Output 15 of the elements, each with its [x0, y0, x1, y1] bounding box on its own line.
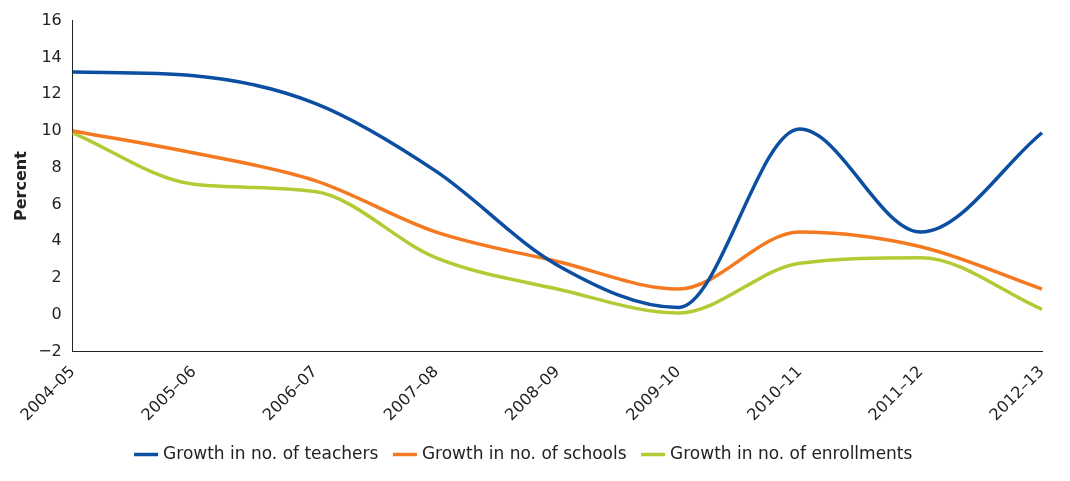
y-tick-label: 16 — [41, 9, 62, 29]
legend-label: Growth in no. of enrollments — [670, 442, 913, 463]
y-tick-label: 8 — [51, 156, 62, 176]
y-tick-label: 12 — [41, 83, 62, 103]
legend-label: Growth in no. of teachers — [163, 442, 379, 463]
legend-label: Growth in no. of schools — [421, 442, 627, 463]
y-tick-label: 6 — [51, 193, 62, 213]
y-tick-label: 10 — [41, 120, 62, 140]
y-tick-label: 14 — [41, 46, 62, 66]
y-axis-title: Percent — [10, 150, 30, 222]
line-series — [71, 70, 1044, 310]
y-tick-label: 0 — [51, 303, 62, 323]
y-tick-label: 2 — [51, 267, 62, 287]
y-tick-label: 4 — [51, 230, 62, 250]
y-tick-label: −2 — [38, 340, 62, 360]
